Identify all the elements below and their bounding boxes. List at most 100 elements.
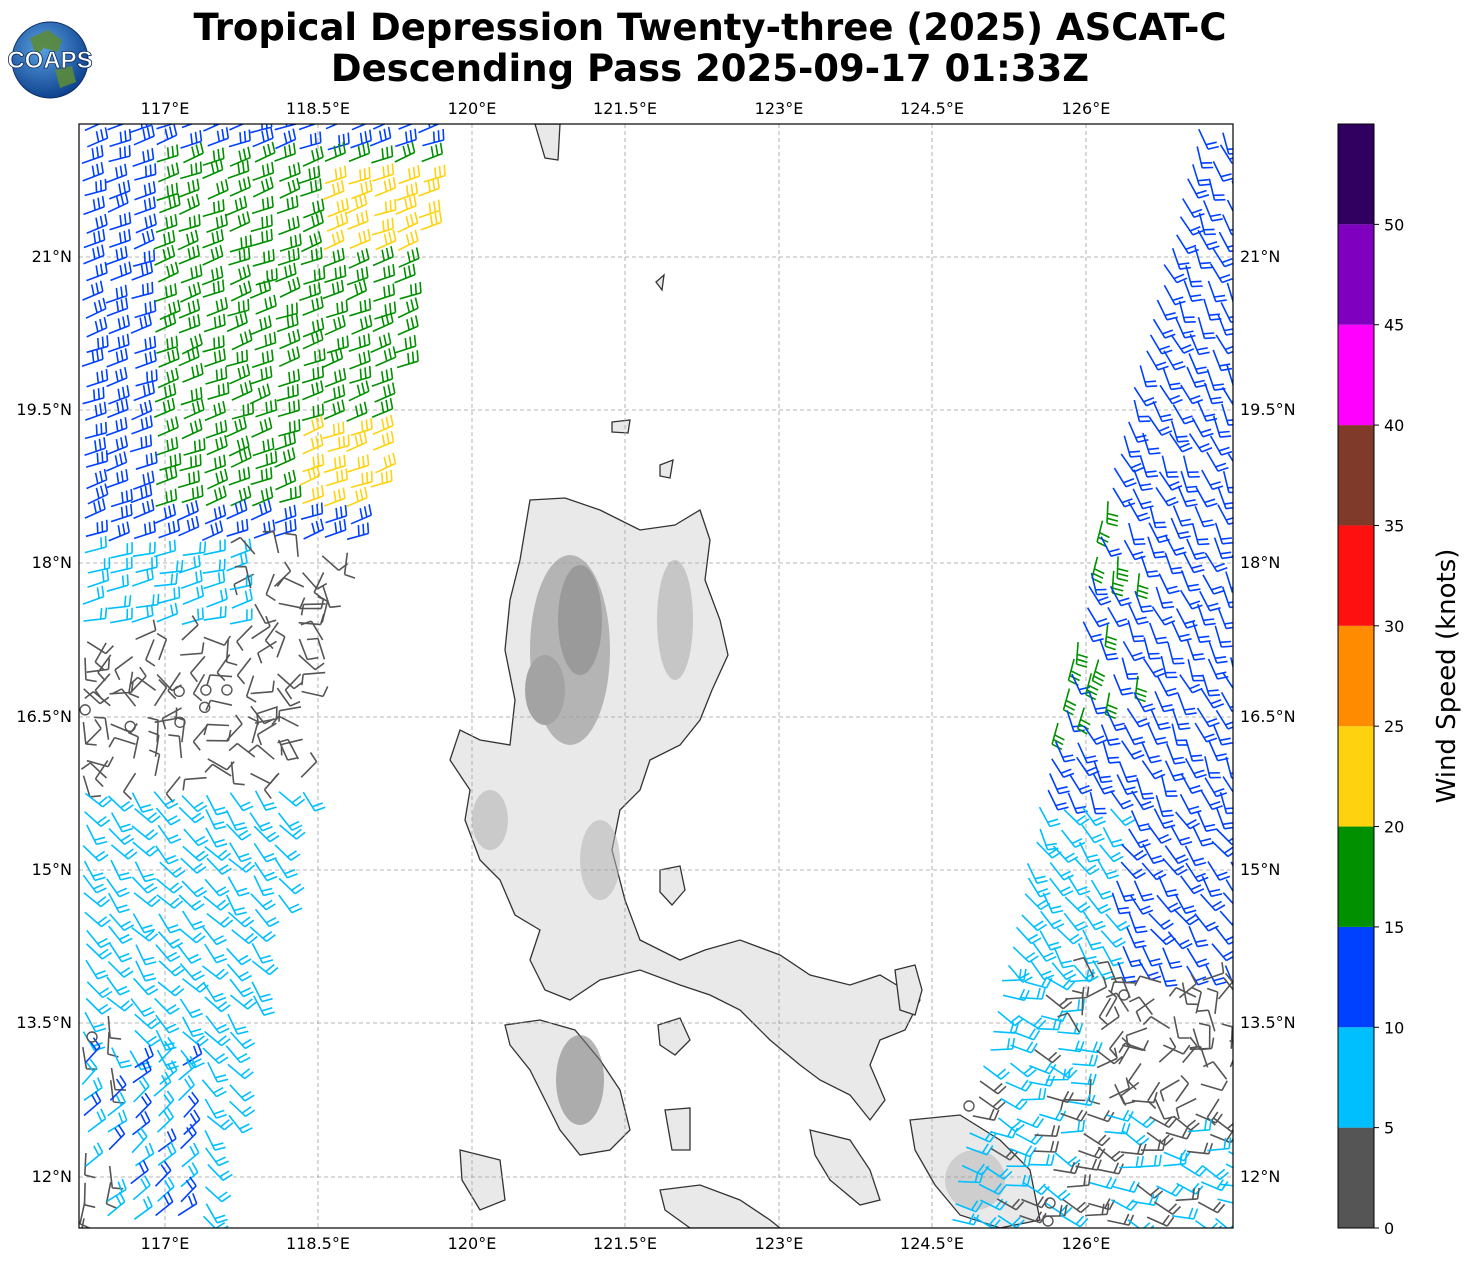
wind-barb: [180, 569, 203, 589]
wind-barb: [108, 521, 130, 542]
wind-barb: [302, 791, 326, 812]
wind-barb: [374, 198, 397, 217]
wind-barb: [131, 926, 159, 942]
lon-label: 124.5°E: [900, 99, 964, 118]
lon-label: 121.5°E: [593, 99, 657, 118]
wind-barb: [250, 467, 273, 486]
wind-barb: [159, 193, 181, 214]
wind-barb: [229, 176, 251, 197]
wind-barb: [133, 381, 156, 402]
wind-barb: [1202, 1061, 1228, 1080]
wind-barb: [1142, 432, 1161, 455]
wind-barb: [351, 179, 373, 200]
wind-barb: [323, 180, 345, 201]
wind-barb: [1016, 1116, 1044, 1129]
wind-barb: [375, 452, 397, 474]
wind-barb: [1207, 280, 1227, 303]
wind-barb: [155, 845, 179, 865]
wind-barb: [132, 541, 156, 558]
wind-barb: [110, 488, 133, 508]
wind-barb: [154, 997, 180, 1015]
lat-label: 16.5°N: [1240, 707, 1296, 726]
wind-barb: [1120, 1143, 1147, 1156]
wind-barb: [225, 823, 252, 841]
wind-barb: [131, 604, 154, 623]
wind-barb: [153, 791, 179, 810]
wind-barb: [1120, 861, 1146, 880]
wind-barb: [1107, 607, 1130, 628]
colorbar-bin: [1338, 625, 1374, 727]
wind-barb: [183, 828, 209, 847]
wind-barb: [106, 297, 129, 317]
colorbar-tick-label: 45: [1384, 316, 1404, 335]
wind-barb: [156, 124, 175, 130]
wind-barb: [1202, 1165, 1229, 1181]
wind-barb: [181, 880, 208, 898]
wind-barb: [229, 211, 251, 233]
wind-barb: [106, 348, 129, 368]
wind-barb: [1082, 910, 1106, 931]
wind-barb: [153, 1071, 172, 1097]
wind-barb: [110, 556, 133, 574]
wind-barb: [158, 1090, 175, 1117]
wind-barb: [83, 860, 106, 882]
wind-barb: [398, 165, 421, 185]
wind-barb: [84, 690, 111, 707]
wind-barb: [322, 586, 341, 609]
ticao-island: [664, 1107, 691, 1151]
wind-barb: [109, 942, 133, 963]
wind-barb: [154, 1160, 172, 1187]
wind-barb: [1060, 1119, 1085, 1134]
wind-barb: [1040, 910, 1065, 930]
wind-barb: [228, 858, 256, 873]
wind-barb: [168, 734, 183, 759]
wind-barb: [279, 233, 302, 252]
wind-barb: [155, 488, 178, 508]
wind-barb: [229, 792, 254, 812]
wind-barb: [1118, 1037, 1131, 1065]
colorbar: [1338, 124, 1374, 1228]
lat-label: 13.5°N: [16, 1013, 72, 1032]
wind-barb: [1141, 862, 1167, 881]
wind-barb: [256, 722, 277, 746]
wind-barb: [1215, 709, 1233, 730]
wind-barb: [1147, 824, 1172, 844]
wind-barb: [249, 278, 272, 299]
wind-barb: [346, 193, 368, 215]
wind-barb: [251, 615, 271, 640]
wind-barb: [1162, 947, 1183, 969]
wind-barb: [1018, 1015, 1047, 1029]
wind-barb: [303, 348, 326, 367]
wind-barb: [1032, 942, 1057, 962]
wind-barb: [253, 519, 276, 539]
wind-barb: [1213, 537, 1233, 560]
wind-barb: [255, 268, 278, 286]
wind-barb: [253, 875, 275, 897]
wind-barb: [1142, 843, 1165, 865]
wind-barb: [1212, 349, 1233, 372]
wind-barb: [114, 656, 134, 681]
wind-barb: [158, 1036, 175, 1063]
wind-barb: [107, 1092, 127, 1117]
wind-barb: [1220, 692, 1233, 713]
wind-barb: [83, 892, 111, 908]
wind-barb: [1142, 658, 1167, 678]
wind-barb: [1083, 725, 1107, 745]
wind-barb: [1207, 1137, 1232, 1152]
wind-barb: [997, 1010, 1024, 1027]
wind-barb: [155, 1191, 174, 1217]
wind-barb: [1026, 862, 1048, 884]
wind-barb: [82, 161, 104, 182]
wind-barb: [228, 466, 251, 486]
wind-barb: [82, 874, 107, 894]
wind-barb: [1089, 792, 1107, 815]
wind-barb: [189, 655, 206, 683]
wind-barb: [348, 248, 370, 269]
wind-barb: [252, 127, 274, 148]
wind-barb: [81, 144, 104, 164]
lat-label: 21°N: [1240, 247, 1280, 266]
wind-barb: [181, 910, 205, 931]
wind-barb: [83, 1091, 102, 1117]
figure-title-line-2: Descending Pass 2025-09-17 01:33Z: [330, 47, 1090, 90]
wind-barb: [1160, 655, 1178, 679]
